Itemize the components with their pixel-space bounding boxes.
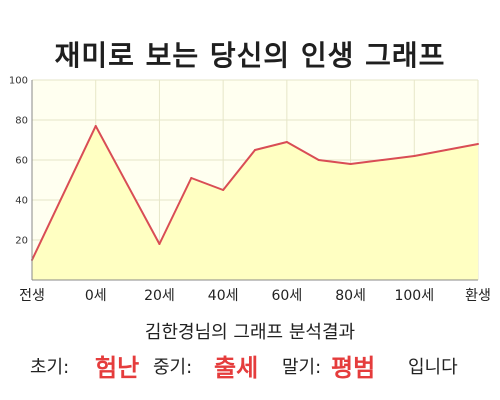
analysis-subtitle: 김한경님의 그래프 분석결과 — [144, 322, 356, 343]
data-point — [158, 243, 161, 245]
y-tick-label: 40 — [15, 196, 28, 207]
life-graph-chart: 20 40 60 80 100 전생 0세 20세 40세 60세 80세 100세 환생 — [9, 76, 491, 305]
mid-value: 출세 — [214, 354, 259, 382]
data-point — [190, 177, 193, 179]
data-point — [285, 141, 288, 143]
series-area-fill — [32, 126, 478, 280]
late-value: 평범 — [331, 354, 376, 382]
data-point — [381, 159, 384, 161]
early-label: 초기: — [30, 357, 70, 378]
x-tick-label: 60세 — [272, 288, 303, 304]
y-tick-label: 100 — [9, 76, 28, 87]
data-point — [477, 143, 479, 145]
early-value: 험난 — [95, 354, 140, 382]
mid-label: 중기: — [153, 357, 193, 378]
y-tick-label: 80 — [15, 116, 28, 127]
x-tick-label: 40세 — [208, 288, 239, 304]
data-point — [349, 163, 352, 165]
result-tail: 입니다 — [408, 357, 458, 378]
chart-area: 20 40 60 80 100 전생 0세 20세 40세 60세 80세 100세 환생 — [0, 72, 500, 312]
x-tick-label: 0세 — [85, 288, 107, 304]
x-tick-label: 80세 — [335, 288, 366, 304]
y-tick-label: 60 — [15, 156, 28, 167]
page-title: 재미로 보는 당신의 인생 그래프 — [54, 39, 446, 72]
x-tick-label: 20세 — [144, 288, 175, 304]
data-point — [94, 125, 97, 127]
y-tick-label: 20 — [15, 236, 28, 247]
late-label: 말기: — [282, 357, 322, 378]
data-point — [413, 155, 416, 157]
x-tick-label: 전생 — [19, 288, 45, 304]
data-point — [222, 189, 225, 191]
analysis-result-line: 초기: 험난 중기: 출세 말기: 평범 입니다 — [0, 348, 500, 382]
x-tick-label: 환생 — [465, 288, 491, 304]
x-tick-label: 100세 — [394, 288, 434, 304]
data-point — [317, 159, 320, 161]
data-point — [254, 149, 256, 151]
data-point — [445, 149, 448, 151]
